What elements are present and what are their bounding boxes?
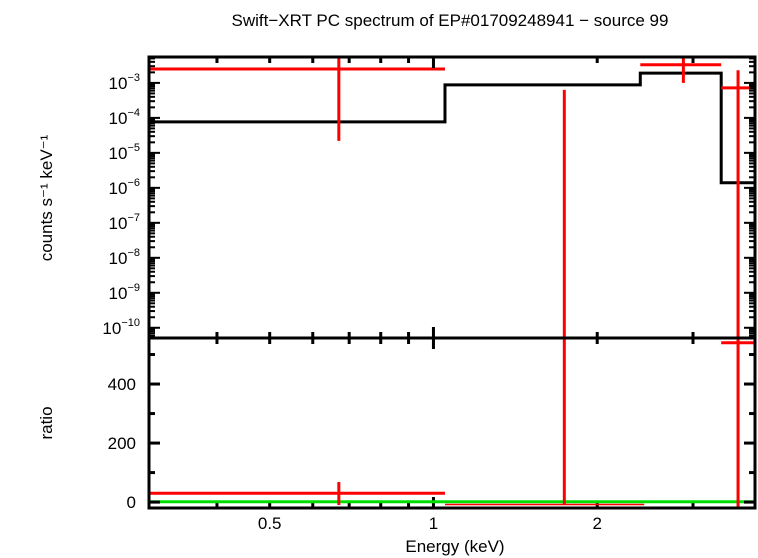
chart-title: Swift−XRT PC spectrum of EP#01709248941 … xyxy=(232,11,669,30)
plot-frame xyxy=(147,336,757,510)
y-tick-label: 0 xyxy=(127,493,136,512)
ratio-point xyxy=(444,338,645,506)
data-point xyxy=(149,57,445,141)
y-tick-label: 10−7 xyxy=(109,212,140,233)
spectrum-panel: 10−3 10−4 10−5 10−6 10−7 10−8 10−9 10−10 xyxy=(102,55,757,508)
y-axis-label-spectrum: counts s⁻¹ keV⁻¹ xyxy=(37,134,56,261)
x-tick-label: 2 xyxy=(592,514,601,533)
x-tick-label: 1 xyxy=(429,514,438,533)
y-tick-label: 200 xyxy=(108,434,136,453)
y-tick-label: 10−3 xyxy=(109,72,140,93)
x-tick-label: 0.5 xyxy=(258,514,282,533)
y-axis-label-ratio: ratio xyxy=(37,406,56,439)
y-tick-label: 10−5 xyxy=(109,142,140,163)
ratio-point xyxy=(721,338,755,508)
y-tick-label: 10−9 xyxy=(109,282,140,303)
data-point xyxy=(640,57,722,83)
ratio-panel: 0.5 1 2 0 200 400 xyxy=(108,336,757,533)
y-tick-label: 10−4 xyxy=(109,107,140,128)
y-tick-label: 10−6 xyxy=(109,177,140,198)
ratio-point xyxy=(149,482,445,506)
plot-frame xyxy=(147,55,757,340)
model-step-line xyxy=(149,71,755,185)
y-tick-label: 10−8 xyxy=(109,247,140,268)
x-axis-label: Energy (keV) xyxy=(405,537,504,556)
y-tick-label: 10−10 xyxy=(102,317,140,338)
y-tick-label: 400 xyxy=(108,375,136,394)
